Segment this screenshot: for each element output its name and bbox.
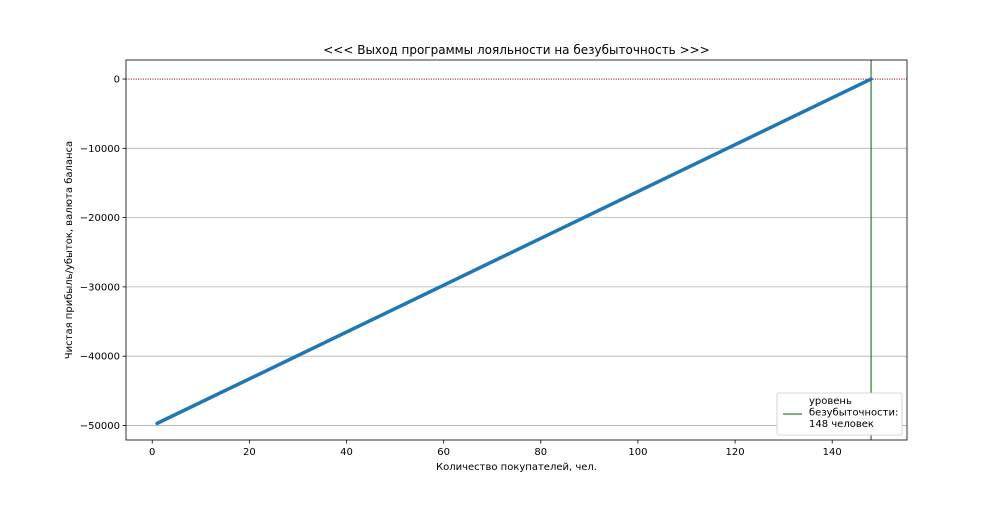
x-tick-label: 60 [437, 447, 450, 458]
x-tick-label: 100 [628, 447, 647, 458]
y-tick-label: −20000 [80, 213, 120, 224]
y-tick-label: −10000 [80, 144, 120, 155]
x-axis-label: Количество покупателей, чел. [436, 462, 597, 473]
legend-box [776, 392, 903, 436]
plot-frame [125, 59, 908, 441]
grid-layer [126, 147, 907, 426]
reference-lines [126, 60, 907, 440]
x-tick-label: 80 [534, 447, 547, 458]
series-layer [155, 77, 873, 426]
x-tick-label: 0 [149, 447, 155, 458]
x-tick-label: 140 [823, 447, 842, 458]
y-tick-label: −50000 [80, 421, 120, 432]
profit-series-line [155, 77, 873, 426]
y-axis-label: Чистая прибыль/убыток, валюта баланса [64, 141, 75, 359]
legend-label: уровень [809, 396, 852, 407]
y-tick-label: −30000 [80, 282, 120, 293]
ticks-layer: 0 −10000 −20000 −30000 −40000 −50000 0 20 40 60 80… [80, 75, 842, 458]
legend-label: 148 человек [809, 419, 874, 430]
legend-label: безубыточности: [809, 408, 898, 419]
y-tick-label: 0 [114, 75, 120, 86]
y-tick-label: −40000 [80, 352, 120, 363]
x-tick-label: 40 [340, 447, 353, 458]
chart-title: <<< Выход программы лояльности на безубы… [323, 43, 709, 57]
x-tick-label: 120 [726, 447, 745, 458]
x-tick-label: 20 [243, 447, 256, 458]
